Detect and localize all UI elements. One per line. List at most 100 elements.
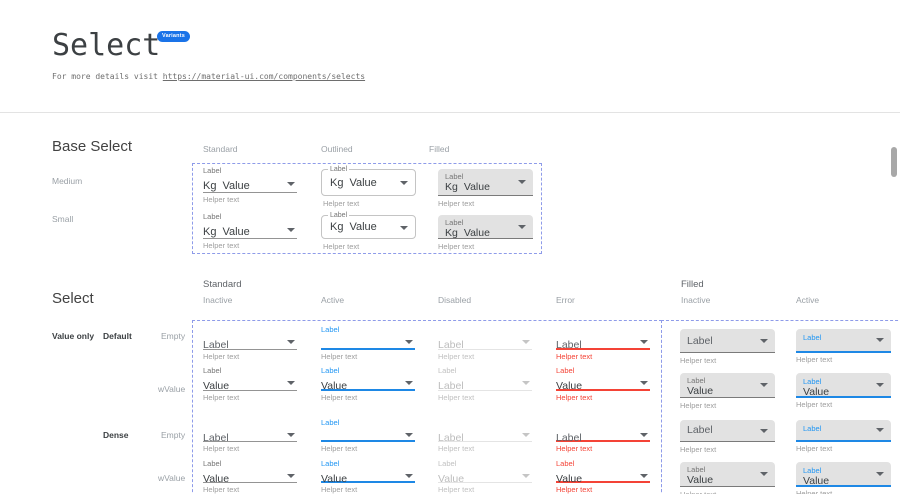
select-standard-error-empty[interactable]: Label Helper text bbox=[556, 325, 650, 361]
select-standard-active-empty[interactable]: Label Helper text bbox=[321, 325, 415, 361]
select-filled-inactive-empty[interactable]: Label Helper text bbox=[680, 329, 775, 365]
select-dense-active-empty[interactable]: Label Helper text bbox=[321, 418, 415, 453]
select-dense-active-value[interactable]: Label Value Helper text bbox=[321, 459, 415, 494]
state-header-disabled: Disabled bbox=[438, 295, 472, 305]
column-header-outlined: Outlined bbox=[321, 144, 353, 154]
floating-label: Label bbox=[321, 418, 340, 427]
base-select-filled-small[interactable]: Label Kg Value Helper text bbox=[438, 215, 533, 251]
select-dense-inactive-empty[interactable]: Label Helper text bbox=[203, 418, 297, 453]
select-placeholder: Label bbox=[438, 432, 464, 444]
state-header-active: Active bbox=[321, 295, 345, 305]
helper-text: Helper text bbox=[438, 393, 475, 402]
select-dense-inactive-value[interactable]: Label Value Helper text bbox=[203, 459, 297, 494]
helper-text: Helper text bbox=[556, 352, 593, 361]
select-value: Value bbox=[556, 473, 583, 485]
select-placeholder: Label bbox=[203, 339, 229, 351]
select-value-row: Label bbox=[556, 335, 650, 351]
value-prefix: Kg bbox=[203, 180, 217, 192]
select-value-row: Value bbox=[203, 469, 297, 485]
select-heading: Select bbox=[52, 290, 94, 307]
value-prefix: Kg bbox=[330, 177, 344, 189]
select-filled-dense-active-value[interactable]: Label Value Helper text bbox=[796, 462, 891, 494]
select-value: Value bbox=[556, 380, 583, 392]
select-value: Kg Value bbox=[322, 216, 415, 233]
floating-label bbox=[438, 418, 532, 428]
select-value-row: Value bbox=[203, 376, 297, 392]
select-filled-dense-inactive-value[interactable]: Label Value Helper text bbox=[680, 462, 775, 494]
select-standard-active-value[interactable]: Label Value Helper text bbox=[321, 366, 415, 402]
select-value-row: Kg Value bbox=[203, 222, 297, 239]
helper-text: Helper text bbox=[556, 444, 593, 453]
select-value: Value bbox=[203, 380, 230, 392]
dropdown-arrow-icon bbox=[640, 474, 648, 478]
dropdown-arrow-icon bbox=[760, 383, 768, 387]
dropdown-arrow-icon bbox=[405, 433, 413, 437]
row-header-dense-wvalue: wValue bbox=[158, 473, 186, 483]
dropdown-arrow-icon bbox=[522, 474, 530, 478]
dropdown-arrow-icon bbox=[287, 433, 295, 437]
value-prefix: Kg bbox=[203, 226, 217, 238]
row-header-default: Default bbox=[103, 331, 132, 341]
base-select-outlined-small[interactable]: Label Kg Value Helper text bbox=[321, 212, 416, 251]
select-placeholder: Label bbox=[438, 339, 464, 351]
value-prefix: Kg bbox=[445, 181, 458, 193]
floating-label: Label bbox=[687, 465, 706, 474]
select-value: Value bbox=[321, 380, 348, 392]
select-filled-inactive-value[interactable]: Label Value Helper text bbox=[680, 373, 775, 410]
state-header-error: Error bbox=[556, 295, 575, 305]
select-dense-error-empty[interactable]: Label Helper text bbox=[556, 418, 650, 453]
filled-states-dashed-frame bbox=[661, 320, 900, 494]
select-filled-dense-inactive-empty[interactable]: Label Helper text bbox=[680, 420, 775, 454]
select-dense-error-value[interactable]: Label Value Helper text bbox=[556, 459, 650, 494]
subtitle: For more details visit https://material-… bbox=[52, 72, 365, 81]
helper-text: Helper text bbox=[556, 393, 593, 402]
select-standard-inactive-value[interactable]: Label Value Helper text bbox=[203, 366, 297, 402]
base-select-standard-small[interactable]: Label Kg Value Helper text bbox=[203, 212, 297, 250]
base-select-outlined-medium[interactable]: Label Kg Value Helper text bbox=[321, 166, 416, 208]
select-value: Kg Value bbox=[438, 227, 533, 239]
docs-link[interactable]: https://material-ui.com/components/selec… bbox=[162, 72, 366, 81]
dropdown-arrow-icon bbox=[522, 433, 530, 437]
dropdown-arrow-icon bbox=[522, 340, 530, 344]
select-standard-inactive-empty[interactable]: Label Helper text bbox=[203, 325, 297, 361]
helper-text: Helper text bbox=[203, 352, 240, 361]
select-standard-disabled-empty: Label Helper text bbox=[438, 325, 532, 361]
dropdown-arrow-icon bbox=[760, 338, 768, 343]
helper-text: Helper text bbox=[796, 355, 833, 364]
select-value-row bbox=[321, 428, 415, 442]
select-value: Value bbox=[438, 473, 465, 485]
helper-text: Helper text bbox=[438, 242, 475, 251]
select-value-row: Label bbox=[438, 335, 532, 351]
select-value-row: Value bbox=[556, 469, 650, 485]
dropdown-arrow-icon bbox=[405, 381, 413, 385]
subtitle-text: For more details visit bbox=[52, 72, 163, 81]
floating-label: Label bbox=[321, 325, 340, 334]
header-divider bbox=[0, 112, 900, 113]
floating-label bbox=[438, 325, 532, 335]
select-filled-active-value[interactable]: Label Value Helper text bbox=[796, 373, 891, 409]
select-value-row: Value bbox=[321, 376, 415, 392]
select-standard-error-value[interactable]: Label Value Helper text bbox=[556, 366, 650, 402]
select-value: Kg Value bbox=[203, 226, 250, 238]
select-value: Value bbox=[321, 473, 348, 485]
helper-text: Helper text bbox=[438, 444, 475, 453]
helper-text: Helper text bbox=[203, 195, 240, 204]
helper-text: Helper text bbox=[438, 199, 475, 208]
row-header-value-only: Value only bbox=[52, 331, 95, 341]
helper-text: Helper text bbox=[438, 352, 475, 361]
helper-text: Helper text bbox=[321, 352, 358, 361]
base-select-standard-medium[interactable]: Label Kg Value Helper text bbox=[203, 166, 297, 204]
scrollbar-thumb[interactable] bbox=[891, 147, 897, 177]
row-header-wvalue: wValue bbox=[158, 384, 186, 394]
helper-text: Helper text bbox=[796, 400, 833, 409]
select-filled-active-empty[interactable]: Label Helper text bbox=[796, 329, 891, 364]
helper-text: Helper text bbox=[323, 199, 360, 208]
helper-text: Helper text bbox=[680, 445, 717, 454]
helper-text: Helper text bbox=[680, 356, 717, 365]
select-value: Kg Value bbox=[438, 181, 533, 193]
base-select-filled-medium[interactable]: Label Kg Value Helper text bbox=[438, 169, 533, 208]
select-standard-disabled-value: Label Label Helper text bbox=[438, 366, 532, 402]
dropdown-arrow-icon bbox=[405, 340, 413, 344]
floating-label: Label bbox=[803, 377, 822, 386]
select-filled-dense-active-empty[interactable]: Label Helper text bbox=[796, 420, 891, 453]
